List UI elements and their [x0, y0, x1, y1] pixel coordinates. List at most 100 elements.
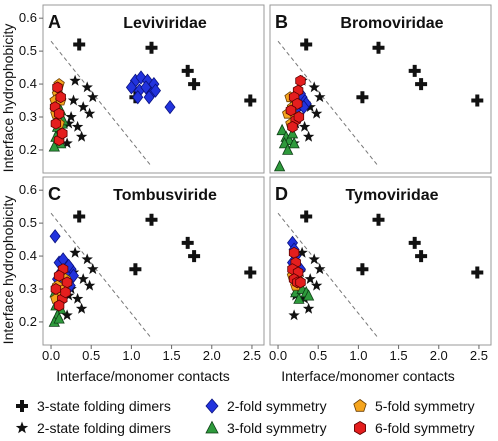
- two-fold-symmetry-point: [125, 80, 137, 95]
- panel-frame: [42, 4, 265, 174]
- two-state-dimer-point: [308, 81, 320, 93]
- two-state-dimer-point: [77, 101, 89, 112]
- two-state-dimer-point: [69, 74, 81, 86]
- two-fold-symmetry-point: [149, 83, 162, 98]
- panel-letter: A: [48, 12, 61, 32]
- reference-dashed-line: [277, 212, 379, 339]
- two-fold-symmetry-point: [143, 90, 155, 105]
- two-state-dimer-point: [304, 273, 316, 284]
- two-state-dimer-point: [310, 279, 323, 291]
- three-state-dimer-point: [188, 78, 201, 91]
- six-fold-symmetry-point: [57, 127, 68, 140]
- y-tick-label: 0.2: [19, 142, 37, 157]
- six-fold-symmetry-point: [55, 91, 66, 104]
- legend-item-three-state: 3-state folding dimers: [14, 396, 171, 416]
- y-tick-label: 0.5: [19, 43, 37, 58]
- two-state-dimer-point: [83, 279, 96, 291]
- three-state-dimer-point: [415, 250, 428, 263]
- six-fold-symmetry-point: [53, 299, 65, 312]
- panel-frame: [42, 176, 265, 346]
- three-state-dimer-point: [408, 64, 421, 77]
- two-fold-symmetry-point: [132, 90, 144, 105]
- three-fold-symmetry-point: [276, 123, 288, 136]
- y-axis-label-bottom: Interface hydrophobicity: [0, 196, 16, 345]
- three-state-dimer-point: [372, 41, 385, 54]
- x-tick-label: 2.5: [470, 348, 488, 363]
- six-fold-symmetry-point: [295, 74, 306, 87]
- panel-frame: [269, 4, 492, 174]
- y-tick-label: 0.4: [19, 76, 37, 91]
- x-tick-label: 1.0: [122, 348, 140, 363]
- panel-a: A Leviviridae 0.2 0.3 0.4 0.5 0.6: [19, 4, 265, 174]
- three-state-dimer-point: [73, 210, 86, 223]
- three-fold-symmetry-point: [288, 137, 300, 149]
- six-fold-symmetry-point: [287, 120, 298, 133]
- panel-title: Tombusviride: [113, 187, 217, 204]
- two-state-dimer-point: [75, 302, 88, 314]
- two-state-dimer-point: [62, 117, 75, 129]
- three-state-dimer-point: [145, 213, 158, 226]
- six-fold-symmetry-point: [61, 276, 73, 289]
- y-tick-label: 0.6: [19, 10, 37, 25]
- two-state-dimer-point: [310, 107, 323, 119]
- three-fold-symmetry-point: [302, 289, 315, 301]
- two-state-dimer-point: [81, 81, 93, 93]
- y-tick-label: 0.4: [19, 248, 37, 263]
- two-state-dimer-point: [87, 91, 99, 103]
- two-state-dimer-point: [61, 309, 73, 321]
- panel-frame: [269, 176, 492, 346]
- six-fold-symmetry-point: [53, 107, 65, 120]
- x-tick-label: 0.5: [82, 348, 100, 363]
- y-axis-label-top: Interface hydrophobicity: [0, 24, 16, 173]
- cross-icon: [16, 400, 28, 412]
- x-axis-label-right: Interface/monomer contacts: [281, 368, 455, 384]
- two-state-dimer-point: [302, 130, 315, 142]
- triangle-icon: [205, 420, 219, 434]
- legend-label-two-state: 2-state folding dimers: [37, 420, 171, 436]
- four-panel-scatter-figure: Interface hydrophobicity Interface hydro…: [0, 4, 492, 384]
- three-state-dimer-point: [181, 236, 194, 249]
- legend-label-two-fold: 2-fold symmetry: [227, 398, 327, 414]
- y-tick-label: 0.5: [19, 215, 37, 230]
- x-tick-label: 0.0: [269, 348, 287, 363]
- three-state-dimer-point: [300, 210, 313, 223]
- three-state-dimer-point: [300, 38, 313, 51]
- x-axis-label-left: Interface/monomer contacts: [56, 368, 230, 384]
- six-fold-symmetry-point: [288, 246, 300, 259]
- y-tick-label: 0.6: [19, 182, 37, 197]
- x-tick-label: 1.5: [390, 348, 408, 363]
- panel-c: C Tombusviride 0.0 0.5 1.0 1.5 2.0 2.5 0.2 0.3 0.4…: [19, 176, 265, 363]
- three-fold-symmetry-point: [48, 140, 60, 152]
- six-fold-symmetry-point: [52, 81, 63, 94]
- three-state-dimer-point: [129, 263, 142, 276]
- legend-item-five-fold: 5-fold symmetry: [352, 396, 475, 416]
- two-state-dimer-point: [296, 246, 308, 258]
- two-fold-symmetry-point: [164, 99, 176, 115]
- two-state-dimer-point: [67, 94, 80, 106]
- panel-d: D Tymoviridae 0.0 0.5 1.0 1.5 2.0 2.5: [269, 176, 492, 363]
- two-state-dimer-point: [77, 273, 89, 284]
- two-state-dimer-point: [87, 263, 99, 275]
- two-fold-symmetry-point: [49, 229, 61, 244]
- three-state-dimer-point: [471, 94, 484, 107]
- six-fold-symmetry-point: [295, 276, 306, 289]
- six-fold-symmetry-point: [50, 117, 62, 130]
- two-state-dimer-point: [61, 137, 73, 149]
- legend-label-five-fold: 5-fold symmetry: [375, 398, 475, 414]
- panel-b: B Bromoviridae: [269, 4, 492, 174]
- six-fold-symmetry-point: [285, 104, 297, 117]
- legend-label-six-fold: 6-fold symmetry: [375, 420, 475, 436]
- legend: 3-state folding dimers 2-fold symmetry 5…: [0, 392, 498, 441]
- panel-title: Leviviridae: [123, 15, 207, 32]
- two-state-dimer-point: [314, 263, 326, 275]
- three-state-dimer-point: [415, 78, 428, 91]
- panel-title: Tymoviridae: [345, 187, 438, 204]
- x-tick-label: 1.0: [349, 348, 367, 363]
- two-state-dimer-point: [308, 253, 320, 265]
- legend-label-three-state: 3-state folding dimers: [37, 398, 171, 414]
- pentagon-icon: [353, 399, 367, 412]
- six-fold-symmetry-point: [60, 286, 71, 299]
- panel-letter: D: [275, 184, 288, 204]
- three-state-dimer-point: [244, 94, 257, 107]
- two-state-dimer-point: [81, 253, 93, 265]
